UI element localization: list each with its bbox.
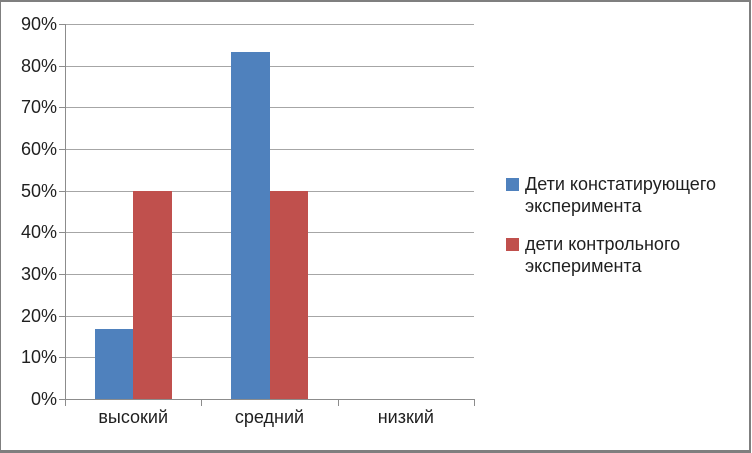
y-gridline [65, 65, 474, 67]
legend-swatch-icon [506, 178, 519, 191]
bar-series2 [269, 190, 308, 399]
x-axis-line [65, 399, 475, 400]
y-axis-tick-label: 60% [20, 139, 57, 159]
y-gridline [65, 24, 474, 25]
legend-label: дети контрольного эксперимента [525, 234, 681, 276]
y-axis-tick [59, 232, 65, 234]
chart-legend: Дети констатирующего эксперимента дети ко… [506, 173, 730, 293]
y-axis-tick-label: 90% [20, 14, 57, 34]
y-axis-tick [59, 149, 65, 150]
x-axis-category-label: высокий [98, 407, 169, 427]
y-axis-tick [59, 107, 65, 109]
x-axis-tick [65, 399, 66, 406]
legend-label: Дети констатирующего эксперимента [525, 174, 716, 216]
y-axis-tick [59, 65, 65, 67]
y-axis-tick-label: 50% [20, 180, 57, 201]
y-axis-tick [59, 190, 65, 192]
x-axis-category-label: низкий [377, 407, 434, 427]
bar-series2 [133, 190, 172, 399]
y-axis-tick-label: 40% [20, 222, 57, 243]
x-axis-category-label: средний [234, 407, 305, 427]
bar-series1 [94, 329, 134, 399]
y-axis-tick [59, 274, 65, 275]
y-axis-tick-label: 10% [20, 347, 57, 368]
y-axis-tick-label: 0% [30, 389, 57, 409]
y-axis-tick [59, 24, 65, 25]
y-axis-tick-label: 80% [20, 55, 57, 76]
legend-swatch-icon [506, 238, 519, 251]
y-axis-tick [59, 315, 65, 317]
y-axis-line [65, 24, 66, 400]
y-gridline [65, 149, 474, 150]
bar-series1 [231, 51, 270, 399]
y-axis-tick [59, 399, 65, 400]
y-axis-tick-label: 20% [20, 305, 57, 326]
legend-item: дети контрольного эксперимента [506, 233, 730, 277]
y-gridline [65, 107, 474, 109]
y-axis-tick-label: 70% [20, 97, 57, 118]
x-axis-tick [201, 399, 203, 406]
y-axis-tick-label: 30% [20, 264, 57, 284]
x-axis-tick [337, 399, 339, 406]
x-axis-tick [474, 399, 475, 406]
legend-item: Дети констатирующего эксперимента [506, 173, 730, 217]
y-axis-tick [59, 357, 65, 359]
